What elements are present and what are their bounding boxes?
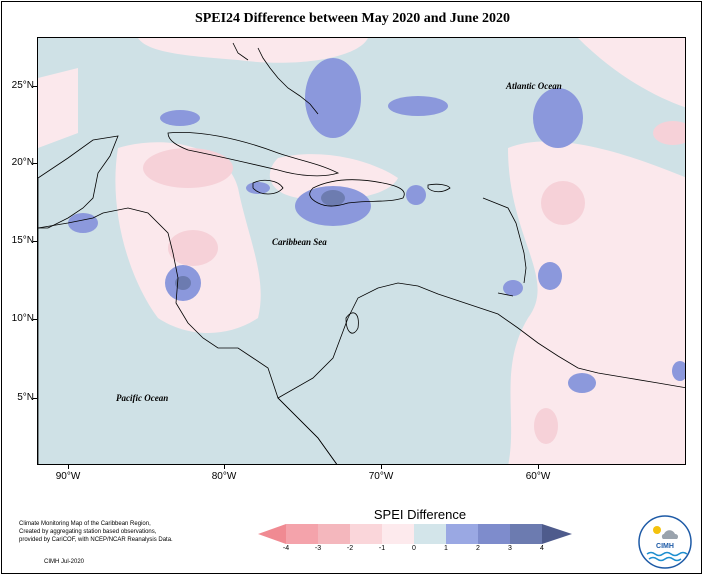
- lon-tick-mark: [224, 465, 225, 469]
- logo-ring: [638, 515, 692, 569]
- positive-dark-zones: [175, 190, 345, 290]
- lat-tick-mark: [33, 163, 37, 164]
- wave-icon: [648, 556, 682, 562]
- legend-tick-label: 4: [540, 545, 544, 552]
- legend-tick-label: -3: [314, 545, 322, 552]
- lat-tick-mark: [33, 241, 37, 242]
- legend-tick-label: 1: [444, 545, 448, 552]
- credit-line: provided by CariCOF, with NCEP/NCAR Rean…: [19, 537, 173, 543]
- legend-swatch: [478, 524, 510, 544]
- legend-swatch: [286, 524, 318, 544]
- legend-arrow-high: [542, 524, 572, 544]
- legend-swatch: [446, 524, 478, 544]
- cloud-icon: [661, 530, 679, 539]
- lat-tick-label: 10°N: [11, 313, 34, 324]
- lat-tick-mark: [33, 319, 37, 320]
- lon-tick-mark: [538, 465, 539, 469]
- legend-swatch: [318, 524, 350, 544]
- credit-line: Created by aggregating station based obs…: [19, 529, 157, 535]
- lon-tick-label: 70°W: [368, 471, 394, 482]
- credits-block: Climate Monitoring Map of the Caribbean …: [19, 520, 219, 544]
- lat-tick-label: 5°N: [17, 392, 34, 403]
- land-masses: [38, 132, 685, 464]
- atlantic-ocean-label: Atlantic Ocean: [506, 81, 562, 91]
- legend-swatch: [382, 524, 414, 544]
- legend-tick-label: 0: [412, 545, 416, 552]
- legend-title: SPEI Difference: [373, 507, 467, 522]
- sun-icon: [653, 526, 661, 534]
- positive-anomaly-zones: [68, 58, 685, 393]
- legend-tick-label: 2: [476, 545, 480, 552]
- legend-swatch: [510, 524, 542, 544]
- lon-tick-mark: [68, 465, 69, 469]
- lat-tick-label: 25°N: [11, 80, 34, 91]
- credit-date: CIMH Jul-2020: [44, 559, 85, 565]
- pacific-ocean-label: Pacific Ocean: [116, 393, 169, 403]
- lon-tick-mark: [381, 465, 382, 469]
- legend-swatch: [414, 524, 446, 544]
- negative-mid-zones: [143, 121, 685, 444]
- cimh-logo: CIMH: [638, 515, 692, 569]
- map-panel[interactable]: [37, 37, 686, 465]
- map-title: SPEI24 Difference between May 2020 and J…: [194, 11, 511, 26]
- wave-icon: [646, 551, 688, 557]
- lat-tick-mark: [33, 398, 37, 399]
- legend-tick-label: -2: [346, 545, 354, 552]
- lat-tick-label: 15°N: [11, 235, 34, 246]
- lat-tick-label: 20°N: [11, 157, 34, 168]
- map-canvas: [38, 38, 685, 464]
- legend-colorbar: [258, 524, 572, 544]
- lon-tick-label: 80°W: [211, 471, 237, 482]
- lon-tick-label: 60°W: [525, 471, 551, 482]
- lon-tick-label: 90°W: [55, 471, 81, 482]
- credit-line: Climate Monitoring Map of the Caribbean …: [19, 521, 151, 527]
- island-chain: [232, 42, 527, 297]
- legend-tick-label: 3: [508, 545, 512, 552]
- legend-arrow-low: [258, 524, 286, 544]
- lat-tick-mark: [33, 86, 37, 87]
- legend-swatch: [350, 524, 382, 544]
- legend-tick-label: -1: [378, 545, 386, 552]
- legend-tick-label: -4: [282, 545, 290, 552]
- logo-text: CIMH: [656, 543, 674, 550]
- caribbean-sea-label: Caribbean Sea: [272, 237, 327, 247]
